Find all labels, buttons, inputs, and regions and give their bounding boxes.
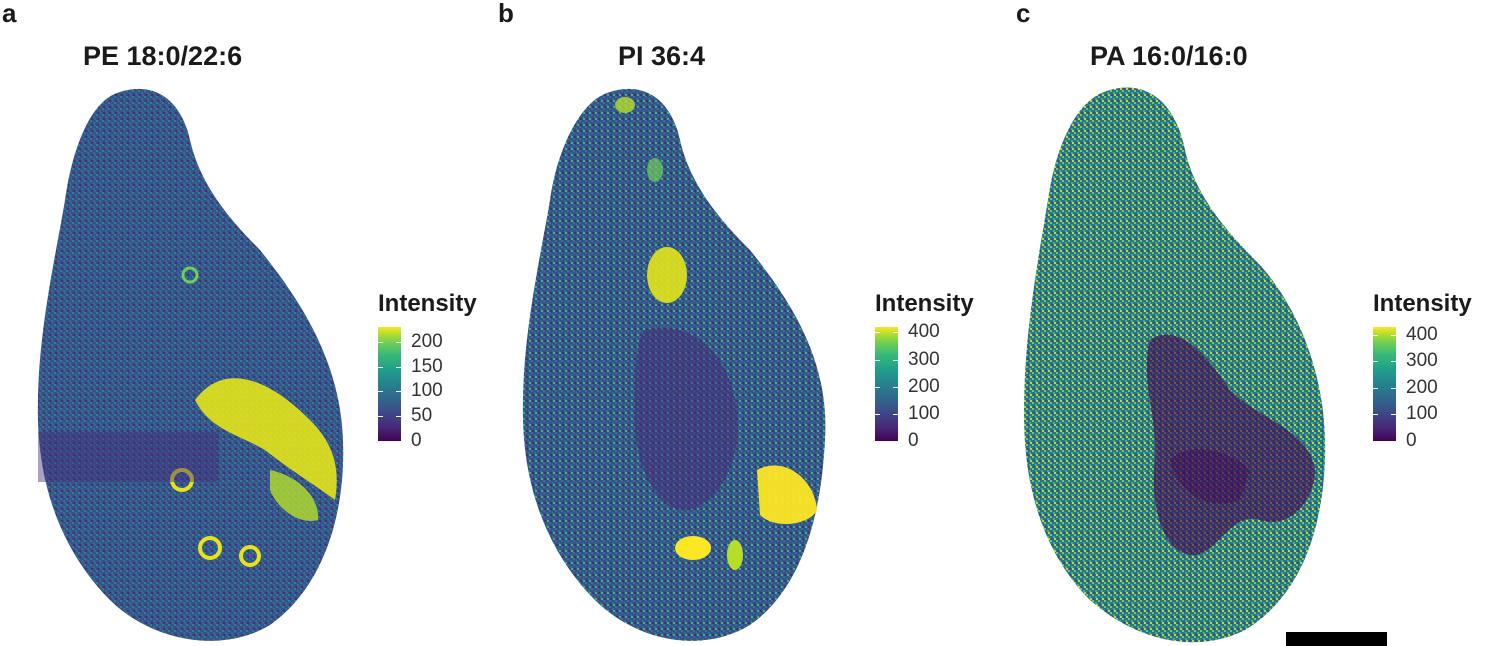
colorbar — [1373, 327, 1396, 441]
legend-title: Intensity — [875, 290, 974, 317]
legend-title: Intensity — [378, 290, 477, 317]
colorbar-tick-label: 400 — [908, 321, 940, 343]
colorbar-tick — [378, 391, 383, 393]
colorbar-tick — [875, 386, 880, 388]
colorbar-tick-label: 50 — [411, 405, 433, 427]
colorbar-tick — [396, 341, 401, 343]
colorbar-tick — [893, 359, 898, 361]
panel-title: PE 18:0/22:6 — [83, 41, 243, 71]
colorbar — [378, 327, 401, 441]
colorbar-tick-label: 0 — [908, 430, 919, 451]
low-intensity-region — [1146, 334, 1315, 556]
tissue-image — [1023, 87, 1326, 643]
colorbar-tick — [1391, 441, 1396, 442]
colorbar-tick — [875, 441, 880, 442]
colorbar-tick-label: 300 — [1406, 350, 1438, 372]
colorbar-tick — [1373, 414, 1378, 416]
colorbar-tick-label: 100 — [1406, 403, 1438, 425]
colorbar-tick-label: 200 — [908, 375, 940, 397]
high-intensity-spot — [647, 247, 687, 303]
colorbar-tick — [1373, 441, 1378, 442]
colorbar-tick-label: 100 — [908, 402, 940, 424]
colorbar-tick-label: 300 — [908, 348, 940, 370]
colorbar-tick — [893, 413, 898, 415]
colorbar-tick — [1391, 334, 1396, 336]
legend-title: Intensity — [1373, 290, 1472, 317]
scale-bar — [1286, 632, 1387, 646]
colorbar-tick-label: 100 — [411, 380, 443, 402]
panel-title: PA 16:0/16:0 — [1090, 41, 1248, 71]
colorbar-tick — [378, 416, 383, 418]
colorbar-tick-label: 0 — [411, 430, 422, 451]
low-intensity-region — [635, 327, 738, 511]
colorbar-tick — [1391, 361, 1396, 363]
colorbar-tick-label: 200 — [411, 330, 443, 352]
tissue-image — [37, 88, 344, 641]
colorbar-tick — [396, 366, 401, 368]
tissue-image — [522, 88, 826, 641]
colorbar-tick — [396, 416, 401, 418]
colorbar-tick — [875, 413, 880, 415]
panel-c: c PA 16:0/16:0 Intensity 400 300 200 100 0 — [990, 0, 1486, 646]
legend: Intensity 400 300 200 100 0 — [875, 290, 990, 460]
colorbar — [875, 327, 898, 441]
colorbar-tick-label: 0 — [1406, 430, 1417, 451]
colorbar-tick — [875, 332, 880, 334]
legend: Intensity 200 150 100 50 0 — [378, 290, 500, 460]
colorbar-tick — [893, 441, 898, 442]
colorbar-tick — [378, 341, 383, 343]
panel-letter: a — [2, 0, 17, 28]
colorbar-tick — [396, 391, 401, 393]
panel-title: PI 36:4 — [618, 41, 706, 71]
panel-letter: c — [1016, 0, 1031, 28]
colorbar-tick-label: 400 — [1406, 323, 1438, 345]
colorbar-tick — [1373, 361, 1378, 363]
colorbar-tick — [875, 359, 880, 361]
high-intensity-region — [195, 378, 337, 500]
colorbar-tick — [396, 441, 401, 442]
colorbar-tick-label: 200 — [1406, 376, 1438, 398]
legend: Intensity 400 300 200 100 0 — [1373, 290, 1486, 460]
colorbar-tick — [378, 366, 383, 368]
tissue-section — [37, 88, 344, 641]
panel-a: a PE 18:0/22:6 Intensity 200 150 100 50 0 — [0, 0, 500, 646]
colorbar-tick — [1373, 387, 1378, 389]
colorbar-tick — [378, 441, 383, 442]
colorbar-tick — [1373, 334, 1378, 336]
panel-letter: b — [498, 0, 514, 28]
colorbar-tick — [893, 332, 898, 334]
colorbar-tick — [1391, 387, 1396, 389]
colorbar-tick-label: 150 — [411, 355, 443, 377]
colorbar-tick — [893, 386, 898, 388]
colorbar-tick — [1391, 414, 1396, 416]
panel-b: b PI 36:4 Intensity 400 300 200 100 0 — [495, 0, 990, 646]
